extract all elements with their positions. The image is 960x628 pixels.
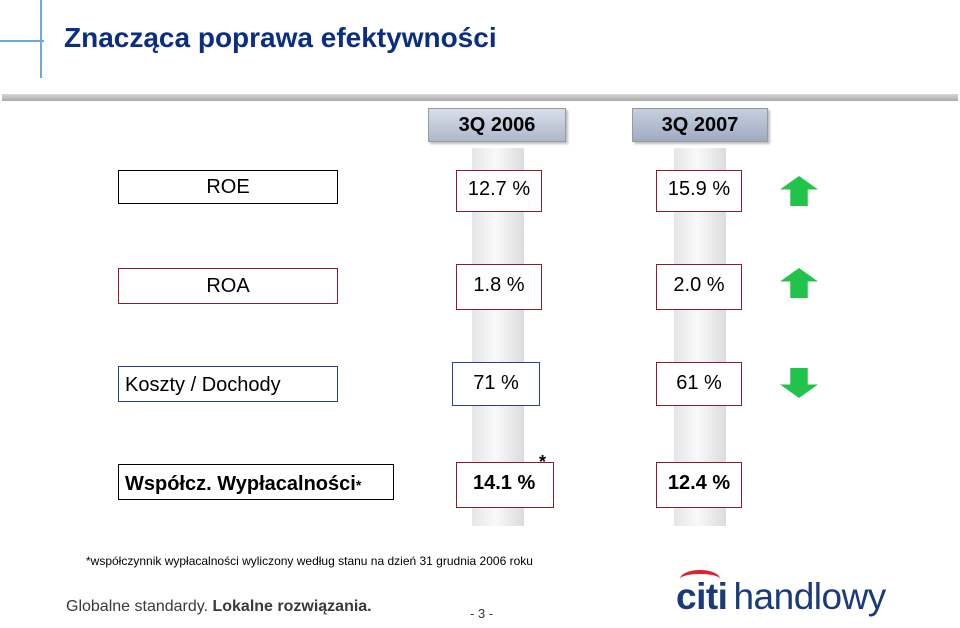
slogan-part-2: Lokalne rozwiązania. (212, 598, 372, 615)
column-header-3q-2006: 3Q 2006 (428, 108, 566, 142)
value-solvency-2006: 14.1 % * (456, 453, 554, 508)
title-divider (2, 94, 958, 101)
arrow-up-icon (780, 268, 818, 298)
solvency-label-text: Współcz. Wypłacalności (125, 473, 356, 495)
footnote: *współczynnik wypłacalności wyliczony we… (86, 554, 533, 568)
row-label-roe: ROE (118, 170, 338, 204)
footer-slogan: Globalne standardy. Lokalne rozwiązania. (66, 598, 372, 616)
solvency-2006-asterisk: * (539, 452, 547, 472)
citi-handlowy-logo: citi handlowy (676, 570, 886, 618)
value-roa-2007: 2.0 % (656, 264, 742, 310)
value-cost-income-2006: 71 % (452, 362, 540, 406)
value-roe-2007: 15.9 % (656, 170, 742, 212)
decorative-horizontal-line (0, 40, 44, 42)
arrow-down-icon (780, 368, 818, 398)
value-roa-2006: 1.8 % (456, 264, 542, 310)
value-solvency-2007: 12.4 % (656, 462, 742, 508)
solvency-2006-text: 14.1 % (473, 472, 536, 494)
column-header-3q-2007: 3Q 2007 (632, 108, 768, 142)
logo-word-2: handlowy (733, 576, 886, 617)
row-label-cost-income: Koszty / Dochody (118, 366, 338, 402)
row-label-solvency-ratio: Współcz. Wypłacalności* (118, 464, 394, 500)
row-label-roa: ROA (118, 268, 338, 304)
decorative-vertical-line (40, 0, 42, 78)
page-title: Znacząca poprawa efektywności (64, 22, 497, 53)
page-number: - 3 - (470, 606, 494, 621)
solvency-label-asterisk: * (355, 477, 362, 493)
value-cost-income-2007: 61 % (656, 362, 742, 406)
arrow-up-icon (780, 176, 818, 206)
value-roe-2006: 12.7 % (456, 170, 542, 212)
logo-arc-icon (680, 570, 720, 588)
slogan-part-1: Globalne standardy. (66, 598, 209, 615)
